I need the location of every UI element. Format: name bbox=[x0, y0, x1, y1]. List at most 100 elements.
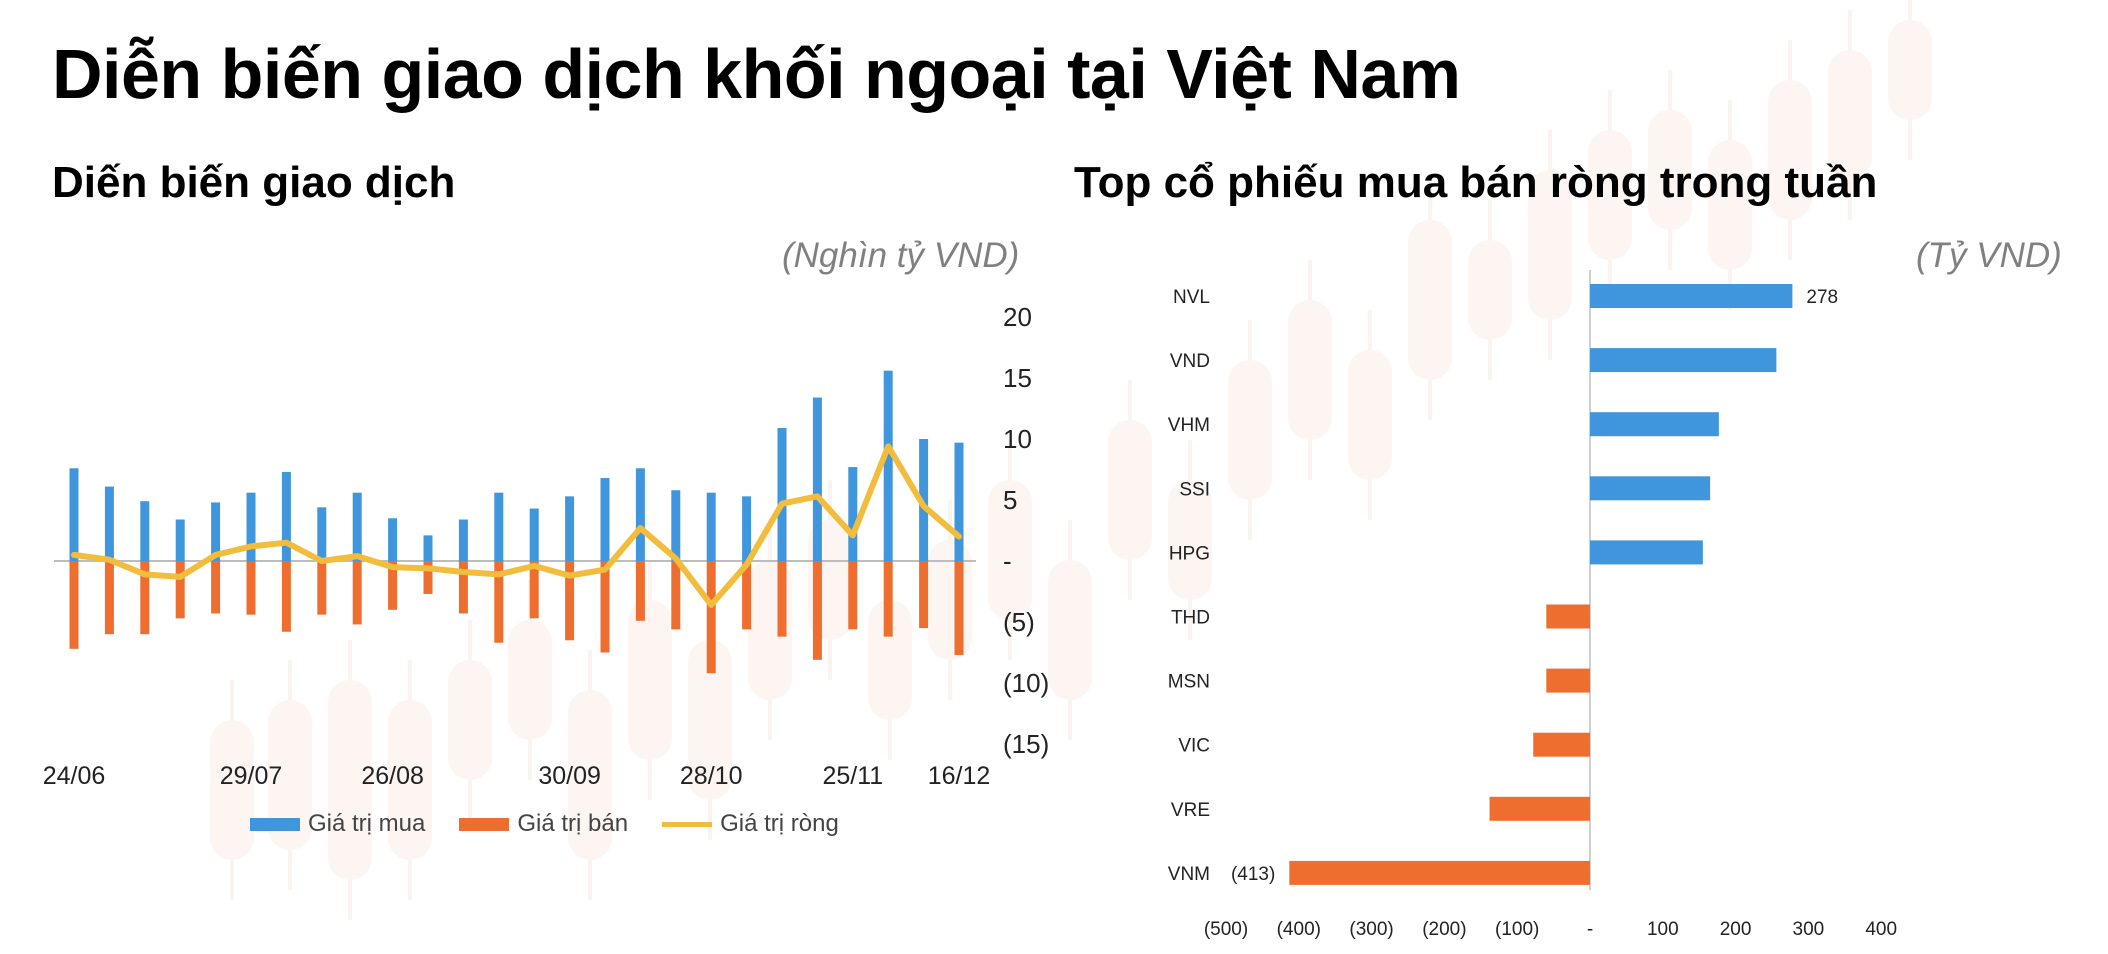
candlestick bbox=[1528, 130, 1572, 360]
sell-bar bbox=[529, 561, 539, 619]
page-title: Diễn biến giao dịch khối ngoại tại Việt … bbox=[52, 35, 1461, 113]
legend-label-sell: Giá trị bán bbox=[517, 810, 629, 837]
candlestick bbox=[628, 560, 672, 800]
candlestick-body bbox=[1768, 80, 1812, 220]
candlestick bbox=[1708, 100, 1752, 310]
sell-bar bbox=[812, 561, 822, 660]
candlestick-body bbox=[328, 680, 372, 880]
candlestick-body bbox=[1708, 140, 1752, 270]
buy-bar bbox=[423, 535, 433, 561]
buy-bar bbox=[954, 442, 964, 561]
candlestick bbox=[988, 440, 1032, 660]
sell-bar bbox=[352, 561, 362, 625]
y-tick-label: 20 bbox=[1003, 302, 1032, 332]
legend-swatch-buy bbox=[250, 817, 300, 831]
net-value-line bbox=[71, 443, 962, 608]
left-chart-legend: Giá trị mua Giá trị bán Giá trị ròng bbox=[250, 810, 839, 838]
sell-bar bbox=[954, 561, 964, 655]
candlestick bbox=[448, 620, 492, 820]
candlestick bbox=[1828, 10, 1872, 220]
candlestick bbox=[1888, 0, 1932, 160]
buy-bar bbox=[494, 492, 504, 561]
candlestick bbox=[1048, 520, 1092, 740]
buy-bar bbox=[919, 439, 929, 561]
candlestick bbox=[388, 660, 432, 900]
sell-bar bbox=[600, 561, 610, 653]
x-tick-label: 400 bbox=[1865, 919, 1897, 940]
candlestick-body bbox=[448, 660, 492, 780]
candlestick bbox=[1108, 380, 1152, 600]
right-chart-title: Top cổ phiếu mua bán ròng trong tuần bbox=[1074, 158, 1878, 207]
candlestick-body bbox=[1048, 560, 1092, 700]
x-tick-label: 30/09 bbox=[538, 762, 601, 790]
legend-item-buy: Giá trị mua bbox=[250, 810, 425, 838]
buy-bar bbox=[104, 486, 114, 561]
stock-bar bbox=[1489, 796, 1590, 821]
stock-bar bbox=[1546, 668, 1590, 693]
sell-bar bbox=[458, 561, 468, 614]
y-tick-label: (5) bbox=[1003, 607, 1035, 637]
x-tick-label: 100 bbox=[1647, 919, 1679, 940]
buy-bar bbox=[246, 492, 256, 561]
buy-bar bbox=[742, 496, 752, 561]
stock-bar bbox=[1590, 284, 1793, 308]
stock-bar bbox=[1590, 476, 1711, 501]
candlestick bbox=[328, 640, 372, 920]
x-tick-label: 16/12 bbox=[928, 762, 991, 790]
candlestick-body bbox=[688, 640, 732, 800]
legend-item-net: Giá trị ròng bbox=[662, 810, 839, 838]
x-tick-label: 25/11 bbox=[822, 762, 883, 790]
buy-bar bbox=[317, 507, 327, 561]
candlestick bbox=[268, 660, 312, 890]
legend-swatch-sell bbox=[459, 817, 510, 831]
candlestick bbox=[1648, 70, 1692, 270]
x-tick-label: 24/06 bbox=[43, 762, 106, 790]
buy-bar bbox=[883, 370, 893, 561]
buy-bar bbox=[458, 519, 468, 561]
sell-bar bbox=[883, 561, 893, 637]
category-label: VHM bbox=[1168, 415, 1210, 436]
sell-bar bbox=[742, 561, 752, 630]
buy-bar bbox=[352, 492, 362, 561]
buy-bar bbox=[175, 519, 185, 561]
legend-item-sell: Giá trị bán bbox=[459, 810, 628, 838]
sell-bar bbox=[281, 561, 291, 632]
buy-bar bbox=[211, 502, 221, 561]
sell-bar bbox=[317, 561, 327, 615]
sell-bar bbox=[565, 561, 575, 641]
candlestick bbox=[1348, 310, 1392, 520]
candlestick-body bbox=[628, 600, 672, 760]
x-tick-label: (200) bbox=[1422, 919, 1466, 940]
sell-bar bbox=[246, 561, 256, 615]
candlestick-body bbox=[988, 480, 1032, 620]
candlestick-body bbox=[1168, 480, 1212, 600]
x-tick-label: 300 bbox=[1793, 919, 1825, 940]
stock-bar bbox=[1533, 732, 1590, 757]
category-label: SSI bbox=[1179, 479, 1210, 500]
stock-bar bbox=[1289, 860, 1590, 885]
buy-bar bbox=[706, 492, 716, 561]
y-tick-label: 10 bbox=[1003, 424, 1032, 454]
y-tick-label: (15) bbox=[1003, 729, 1049, 759]
candlestick-body bbox=[1468, 240, 1512, 340]
candlestick-body bbox=[1408, 220, 1452, 380]
right-chart-unit-label: (Tỷ VND) bbox=[1916, 236, 2062, 275]
candlestick-body bbox=[268, 700, 312, 850]
buy-bar bbox=[671, 490, 681, 561]
trading-value-chart: 20 15 10 5 - (5) (10) (15) 24/06 29/07 26/08 30/09 2… bbox=[43, 302, 1050, 790]
sell-bar bbox=[706, 561, 716, 674]
y-tick-label: (10) bbox=[1003, 668, 1049, 698]
buy-bar bbox=[565, 496, 575, 561]
x-tick-label: (100) bbox=[1495, 919, 1539, 940]
stock-bar bbox=[1590, 540, 1703, 565]
candlestick-body bbox=[1648, 110, 1692, 230]
y-tick-label: 5 bbox=[1003, 485, 1017, 515]
candlestick-body bbox=[388, 700, 432, 860]
candlestick-body bbox=[1828, 50, 1872, 180]
candlestick-body bbox=[210, 720, 254, 860]
sell-bar bbox=[494, 561, 504, 643]
category-label: HPG bbox=[1169, 543, 1210, 564]
buy-bar bbox=[812, 397, 822, 561]
candlestick bbox=[1228, 320, 1272, 540]
